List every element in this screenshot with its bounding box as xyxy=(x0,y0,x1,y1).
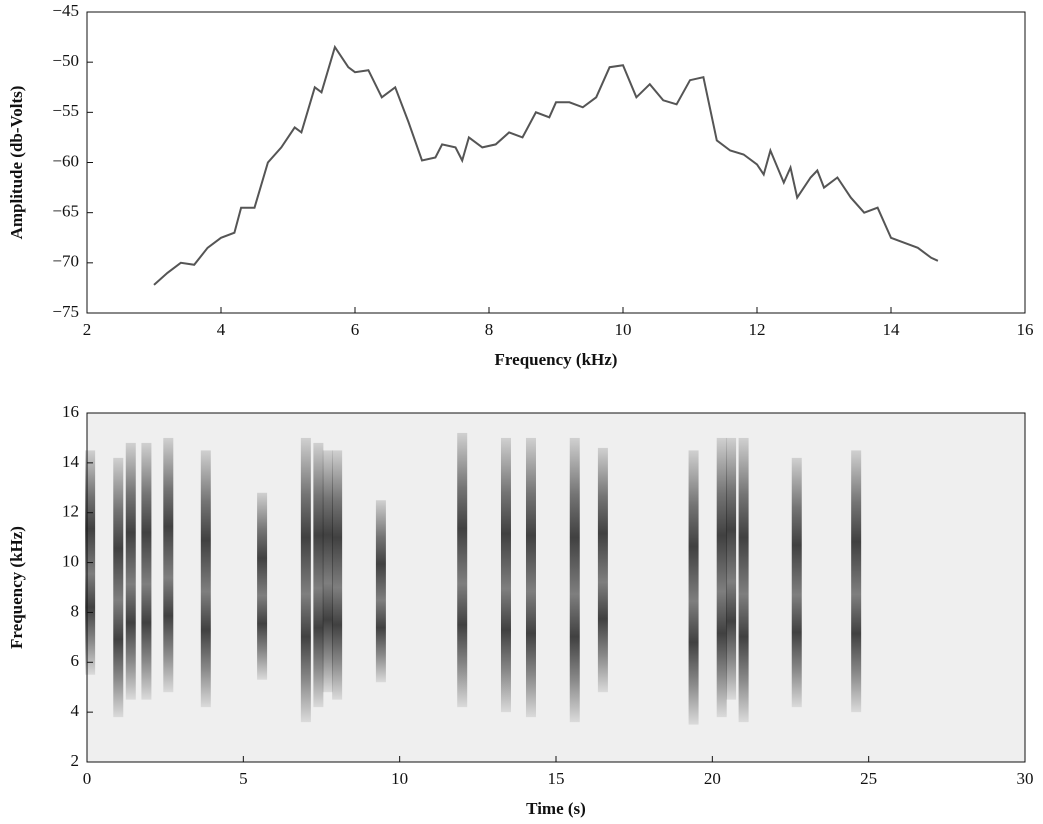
call-burst xyxy=(125,442,136,700)
call-burst xyxy=(141,442,152,700)
y-tick-label: 4 xyxy=(71,701,80,720)
call-burst xyxy=(597,447,608,693)
call-burst xyxy=(332,450,343,700)
call-burst xyxy=(525,437,536,718)
y-tick-label: −60 xyxy=(52,151,79,170)
call-burst xyxy=(738,437,749,723)
call-burst xyxy=(163,437,174,693)
y-tick-label: 6 xyxy=(71,651,80,670)
x-tick-label: 6 xyxy=(351,320,360,339)
call-burst xyxy=(313,442,324,708)
call-burst xyxy=(457,432,468,708)
x-tick-label: 30 xyxy=(1017,769,1034,788)
x-tick-label: 10 xyxy=(615,320,632,339)
x-tick-label: 12 xyxy=(749,320,766,339)
y-tick-label: 16 xyxy=(62,402,79,421)
y-axis-label: Frequency (kHz) xyxy=(7,526,26,649)
y-tick-label: −75 xyxy=(52,302,79,321)
x-tick-label: 8 xyxy=(485,320,494,339)
call-burst xyxy=(113,457,124,718)
call-burst xyxy=(726,437,737,700)
x-axis-label: Time (s) xyxy=(526,799,586,818)
call-burst xyxy=(688,450,699,725)
call-burst xyxy=(569,437,580,723)
call-burst xyxy=(200,450,211,708)
y-tick-label: −70 xyxy=(52,252,79,271)
call-burst xyxy=(257,492,268,680)
x-tick-label: 15 xyxy=(548,769,565,788)
x-tick-label: 2 xyxy=(83,320,92,339)
call-burst xyxy=(375,500,386,683)
x-tick-label: 0 xyxy=(83,769,92,788)
x-tick-label: 16 xyxy=(1017,320,1034,339)
x-tick-label: 14 xyxy=(883,320,901,339)
axes-frame xyxy=(86,11,1026,314)
x-tick-label: 20 xyxy=(704,769,721,788)
y-tick-label: 12 xyxy=(62,502,79,521)
y-tick-label: −45 xyxy=(52,1,79,20)
x-tick-label: 25 xyxy=(860,769,877,788)
y-tick-label: −50 xyxy=(52,51,79,70)
y-axis-label: Amplitude (db-Volts) xyxy=(7,86,26,240)
call-burst xyxy=(791,457,802,708)
y-tick-label: 10 xyxy=(62,551,79,570)
call-burst xyxy=(300,437,311,723)
plot-background xyxy=(87,413,1025,762)
x-tick-label: 10 xyxy=(391,769,408,788)
y-tick-label: 8 xyxy=(71,601,80,620)
spectrum-line xyxy=(153,44,939,286)
y-tick-label: −65 xyxy=(52,202,79,221)
x-tick-label: 5 xyxy=(239,769,248,788)
x-axis-label: Frequency (kHz) xyxy=(495,350,618,369)
call-burst xyxy=(716,437,727,718)
call-burst xyxy=(500,437,511,713)
y-tick-label: 2 xyxy=(71,751,80,770)
call-burst xyxy=(851,450,862,713)
y-tick-label: 14 xyxy=(62,452,80,471)
y-tick-label: −55 xyxy=(52,101,79,120)
call-burst xyxy=(322,450,333,693)
x-tick-label: 4 xyxy=(217,320,226,339)
